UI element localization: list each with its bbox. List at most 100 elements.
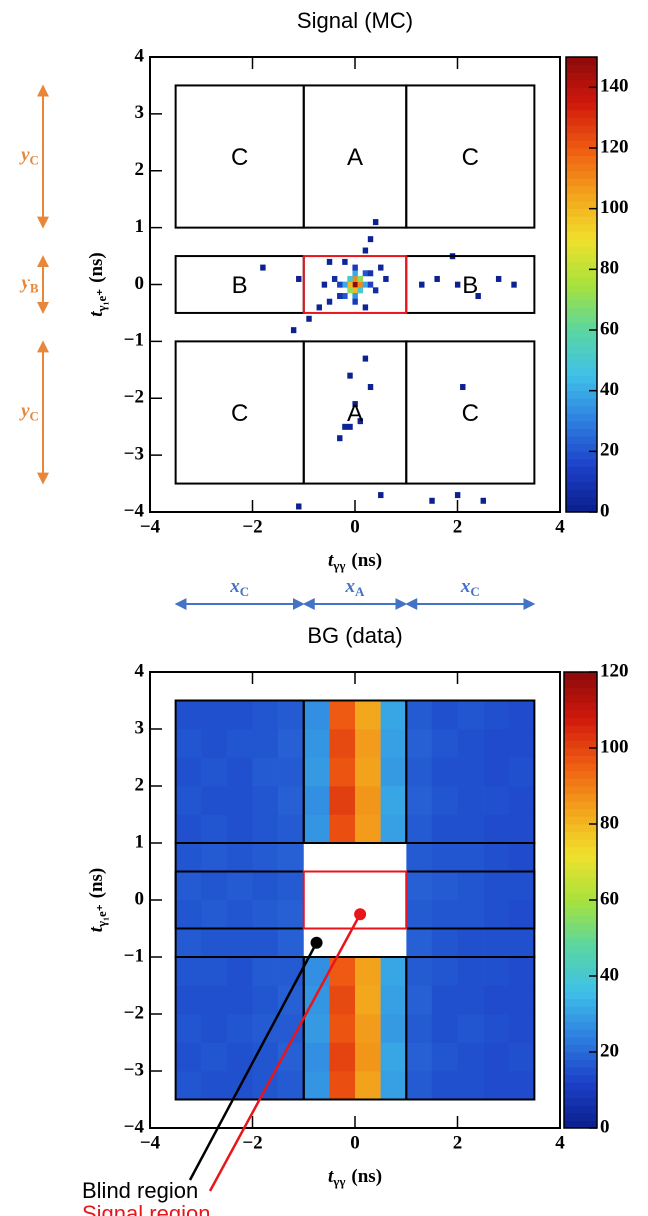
x-axis-title: tγγ (ns) xyxy=(328,550,382,573)
heat-cell xyxy=(278,900,305,929)
heat-cell xyxy=(483,786,510,815)
symbol: y xyxy=(19,401,30,422)
x-tick-label: 2 xyxy=(453,1132,463,1153)
colorbar-step xyxy=(566,489,597,498)
colorbar-tick-label: 140 xyxy=(600,76,629,97)
heat-cell xyxy=(278,814,305,844)
colorbar-step xyxy=(566,193,597,202)
colorbar-step xyxy=(564,778,597,787)
heat-cell xyxy=(508,700,535,730)
colorbar-step xyxy=(566,284,597,293)
heat-cell xyxy=(201,814,228,844)
heat-cell xyxy=(406,871,433,901)
heat-cell xyxy=(483,985,510,1015)
heat-cell xyxy=(252,843,279,872)
heat-cell xyxy=(355,786,381,815)
heat-cell xyxy=(367,236,374,243)
heat-cell xyxy=(252,700,279,730)
colorbar-step xyxy=(566,451,597,460)
y-axis-title: tγ₁e⁺ (ns) xyxy=(86,868,109,933)
heat-cell xyxy=(175,700,202,730)
colorbar-tick-label: 20 xyxy=(600,440,619,461)
heat-cell xyxy=(175,1071,202,1100)
heat-cell xyxy=(303,700,330,730)
colorbar-step xyxy=(564,1090,597,1098)
region-box xyxy=(405,340,536,485)
heat-cell xyxy=(278,700,305,730)
heat-cell xyxy=(201,900,228,929)
colorbar-step xyxy=(566,110,597,119)
region-box xyxy=(405,84,536,229)
colorbar-step xyxy=(566,246,597,255)
heat-cell xyxy=(508,985,535,1015)
colorbar-step xyxy=(564,922,597,931)
heat-cell xyxy=(329,1014,356,1043)
y-tick-label: 4 xyxy=(135,45,145,66)
colorbar-step xyxy=(566,178,597,187)
heat-cell xyxy=(175,757,202,787)
colorbar-step xyxy=(564,1105,597,1114)
colorbar-step xyxy=(566,276,597,285)
heat-cell xyxy=(362,270,369,277)
heat-cell xyxy=(355,729,381,758)
heat-cell xyxy=(290,327,297,334)
colorbar-step xyxy=(566,201,597,210)
symbol: x xyxy=(229,576,240,597)
heat-cell xyxy=(457,843,484,872)
heat-cell xyxy=(329,1071,356,1100)
callout-line xyxy=(188,942,318,1181)
colorbar-step xyxy=(566,299,597,308)
y-tick-label: −4 xyxy=(124,1116,145,1137)
colorbar-step xyxy=(564,915,597,924)
colorbar-tick-label: 40 xyxy=(600,379,619,400)
region-label: C xyxy=(462,144,479,171)
heat-cell xyxy=(226,928,253,958)
heat-cell xyxy=(252,871,279,901)
heat-cell xyxy=(406,814,433,844)
heat-cell xyxy=(175,871,202,901)
colorbar-step xyxy=(566,132,597,141)
colorbar-step xyxy=(566,140,597,149)
colorbar-step xyxy=(566,466,597,475)
heat-cell xyxy=(367,281,374,288)
heat-cell xyxy=(342,281,348,288)
y-tick-label: −2 xyxy=(124,1002,144,1023)
colorbar-step xyxy=(566,314,597,323)
colorbar-step xyxy=(564,740,597,749)
heat-cell xyxy=(226,1042,253,1072)
subscript: A xyxy=(355,584,365,599)
heat-cell xyxy=(457,814,484,844)
heat-cell xyxy=(355,957,381,986)
colorbar-step xyxy=(566,57,597,65)
subscript: C xyxy=(470,584,479,599)
heat-cell xyxy=(226,700,253,730)
heat-cell xyxy=(252,757,279,787)
heat-cell xyxy=(175,985,202,1015)
heat-cell xyxy=(508,957,535,986)
heat-cell xyxy=(483,1014,510,1043)
heat-cell xyxy=(347,423,353,430)
colorbar-tick-label: 100 xyxy=(600,736,629,757)
heat-cell xyxy=(278,757,305,787)
heat-cell xyxy=(483,700,510,730)
heat-cell xyxy=(303,729,330,758)
colorbar-step xyxy=(566,352,597,361)
y-tick-label: 4 xyxy=(135,660,145,681)
heat-cell xyxy=(429,497,435,504)
heat-cell xyxy=(347,372,353,379)
heat-cell xyxy=(352,287,358,294)
colorbar-step xyxy=(564,983,597,992)
heat-cell xyxy=(347,287,353,294)
heat-cell xyxy=(352,298,358,305)
region-label: B xyxy=(232,272,248,299)
heat-cell xyxy=(508,814,535,844)
colorbar-step xyxy=(564,839,597,848)
heat-cell xyxy=(352,264,358,271)
heat-cell xyxy=(380,957,407,986)
heat-cell xyxy=(355,1071,381,1100)
heat-cell xyxy=(347,275,353,282)
colorbar-step xyxy=(566,474,597,483)
heat-cell xyxy=(175,900,202,929)
colorbar-step xyxy=(564,1112,597,1121)
colorbar-step xyxy=(566,185,597,194)
